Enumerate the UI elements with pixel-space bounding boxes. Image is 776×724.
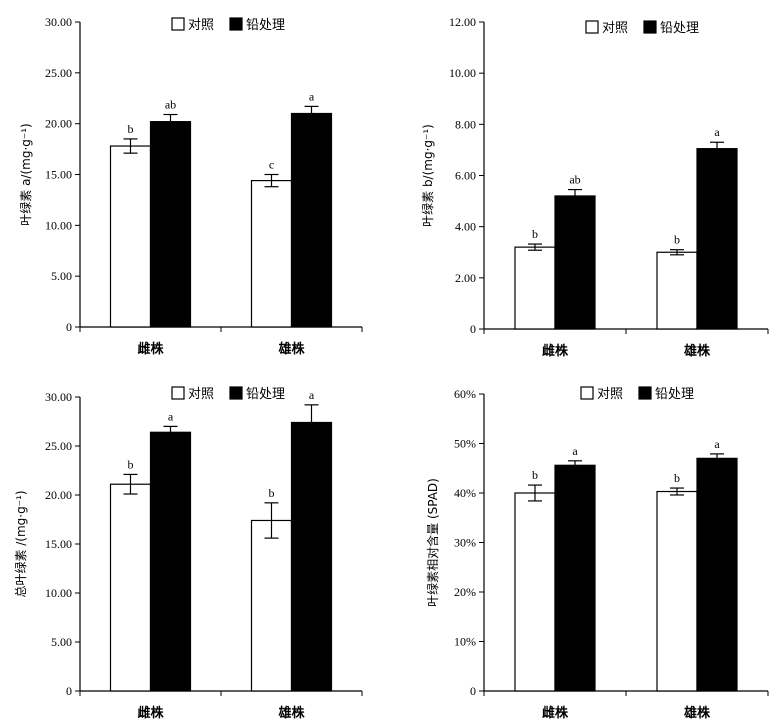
legend-swatch: [229, 17, 243, 31]
y-tick-label: 0: [470, 684, 476, 698]
y-tick-label: 30.00: [45, 15, 72, 29]
bar: [290, 112, 333, 328]
significance-label: c: [269, 158, 274, 172]
legend-swatch: [643, 20, 657, 34]
significance-label: a: [714, 437, 720, 451]
bar: [290, 421, 333, 692]
category-label: 雌株: [542, 705, 569, 721]
bar: [514, 492, 556, 692]
bar: [149, 121, 192, 328]
category-label: 雄株: [683, 705, 711, 721]
significance-label: b: [532, 468, 538, 482]
y-tick-label: 10.00: [449, 66, 476, 80]
legend-label: 铅处理: [660, 21, 699, 36]
y-tick-label: 2.00: [455, 271, 476, 285]
legend-swatch: [585, 20, 599, 34]
category-label: 雄株: [683, 343, 711, 359]
y-tick-label: 0: [66, 320, 72, 334]
y-axis-label: 叶绿素相对含量 (SPAD): [425, 478, 440, 607]
y-tick-label: 0: [66, 684, 72, 698]
bar: [250, 180, 293, 328]
y-tick-label: 5.00: [51, 269, 72, 283]
y-tick-label: 4.00: [455, 220, 476, 234]
chart-panel-4: 0 10% 20% 30% 40% 50% 60% b a 雌株 b a 雄株 叶绿素相对含量 (SPAD…: [425, 386, 769, 721]
legend-swatch: [171, 17, 185, 31]
y-tick-label: 10.00: [45, 586, 72, 600]
bar: [514, 246, 556, 330]
chart-panel-1: 0 5.00 10.00 15.00 20.00 25.00 30.00 b ab 雌株 c a 雄株 叶…: [18, 15, 363, 357]
y-tick-label: 12.00: [449, 15, 476, 29]
bar: [696, 148, 738, 330]
significance-label: ab: [569, 173, 580, 187]
y-tick-label: 5.00: [51, 635, 72, 649]
bar: [250, 519, 293, 692]
significance-label: a: [572, 444, 578, 458]
y-tick-label: 0: [470, 322, 476, 336]
significance-label: b: [128, 122, 134, 136]
y-tick-label: 10%: [454, 635, 476, 649]
y-tick-label: 30.00: [45, 390, 72, 404]
bar: [554, 195, 596, 330]
legend-swatch: [229, 386, 243, 400]
bar: [696, 457, 738, 692]
y-tick-label: 20%: [454, 585, 476, 599]
y-tick-label: 6.00: [455, 169, 476, 183]
significance-label: a: [309, 89, 315, 103]
chart-panel-3: 0 5.00 10.00 15.00 20.00 25.00 30.00 b a 雌株 b a 雄株 总叶…: [13, 386, 363, 721]
significance-label: b: [674, 233, 680, 247]
significance-label: b: [532, 227, 538, 241]
legend-swatch: [171, 386, 185, 400]
significance-label: ab: [165, 98, 176, 112]
y-axis-label: 总叶绿素 /(mg·g⁻¹): [13, 490, 28, 597]
bar: [656, 251, 698, 330]
y-tick-label: 20.00: [45, 117, 72, 131]
y-tick-label: 15.00: [45, 537, 72, 551]
legend-swatch: [638, 386, 652, 400]
legend-label: 对照: [188, 387, 214, 402]
y-tick-label: 8.00: [455, 117, 476, 131]
bar: [656, 490, 698, 692]
y-tick-label: 60%: [454, 387, 476, 401]
y-axis-label: 叶绿素 b/(mg·g⁻¹): [420, 124, 435, 227]
y-axis-label: 叶绿素 a/(mg·g⁻¹): [18, 123, 33, 225]
y-tick-label: 40%: [454, 486, 476, 500]
y-tick-label: 30%: [454, 536, 476, 550]
legend-label: 对照: [597, 387, 623, 402]
y-tick-label: 25.00: [45, 439, 72, 453]
category-label: 雌株: [137, 705, 164, 721]
significance-label: a: [309, 388, 315, 402]
significance-label: b: [128, 457, 134, 471]
bar: [109, 145, 152, 328]
significance-label: a: [168, 409, 174, 423]
chart-panel-2: 0 2.00 4.00 6.00 8.00 10.00 12.00 b ab 雌株 b a 雄株 叶绿素 …: [420, 15, 769, 359]
legend-swatch: [580, 386, 594, 400]
bar: [554, 464, 596, 692]
category-label: 雄株: [277, 341, 305, 357]
category-label: 雌株: [137, 341, 164, 357]
category-label: 雄株: [277, 705, 305, 721]
legend-label: 铅处理: [246, 18, 285, 33]
y-tick-label: 25.00: [45, 66, 72, 80]
bar: [109, 483, 152, 692]
significance-label: b: [674, 471, 680, 485]
significance-label: b: [269, 486, 275, 500]
y-tick-label: 10.00: [45, 218, 72, 232]
legend-label: 铅处理: [246, 387, 285, 402]
y-tick-label: 50%: [454, 437, 476, 451]
y-tick-label: 20.00: [45, 488, 72, 502]
y-tick-label: 15.00: [45, 168, 72, 182]
legend-label: 铅处理: [655, 387, 694, 402]
legend-label: 对照: [188, 18, 214, 33]
legend-label: 对照: [602, 21, 628, 36]
category-label: 雌株: [542, 343, 569, 359]
significance-label: a: [714, 125, 720, 139]
bar: [149, 431, 192, 692]
